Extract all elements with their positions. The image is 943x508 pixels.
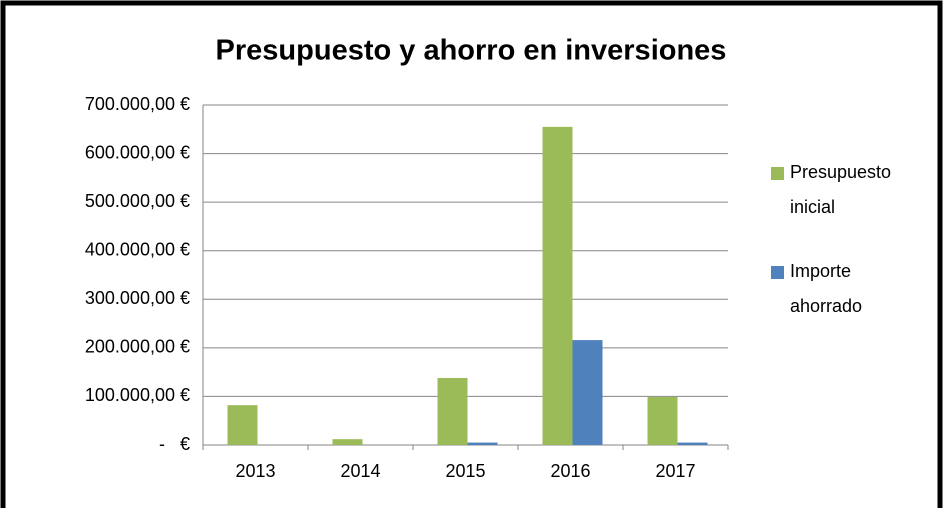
y-tick-label: 600.000,00 € xyxy=(85,142,190,162)
y-tick-label: 700.000,00 € xyxy=(85,94,190,114)
legend: Presupuesto inicial Importe ahorrado xyxy=(771,155,921,353)
x-tick-label: 2016 xyxy=(550,461,590,481)
legend-label: Presupuesto inicial xyxy=(790,162,892,217)
y-tick-label: 200.000,00 € xyxy=(85,337,190,357)
y-tick-label: 100.000,00 € xyxy=(85,385,190,405)
bar xyxy=(437,377,468,445)
legend-item: Presupuesto inicial xyxy=(771,155,921,225)
y-tick-label: - € xyxy=(159,434,190,454)
bar xyxy=(572,340,603,445)
legend-item: Importe ahorrado xyxy=(771,254,921,324)
x-tick-label: 2015 xyxy=(445,461,485,481)
y-tick-label: 300.000,00 € xyxy=(85,288,190,308)
chart-title: Presupuesto y ahorro en inversiones xyxy=(216,35,727,67)
x-tick-label: 2014 xyxy=(340,461,380,481)
legend-swatch xyxy=(771,167,784,180)
x-tick-label: 2013 xyxy=(235,461,275,481)
bar xyxy=(227,405,258,445)
y-tick-label: 500.000,00 € xyxy=(85,191,190,211)
y-tick-label: 400.000,00 € xyxy=(85,239,190,259)
legend-label: Importe ahorrado xyxy=(790,261,863,316)
bar xyxy=(332,439,363,445)
bar xyxy=(542,126,573,445)
bar xyxy=(467,442,498,445)
bar xyxy=(677,442,708,445)
bar xyxy=(647,396,678,445)
x-tick-label: 2017 xyxy=(655,461,695,481)
legend-swatch xyxy=(771,266,784,279)
